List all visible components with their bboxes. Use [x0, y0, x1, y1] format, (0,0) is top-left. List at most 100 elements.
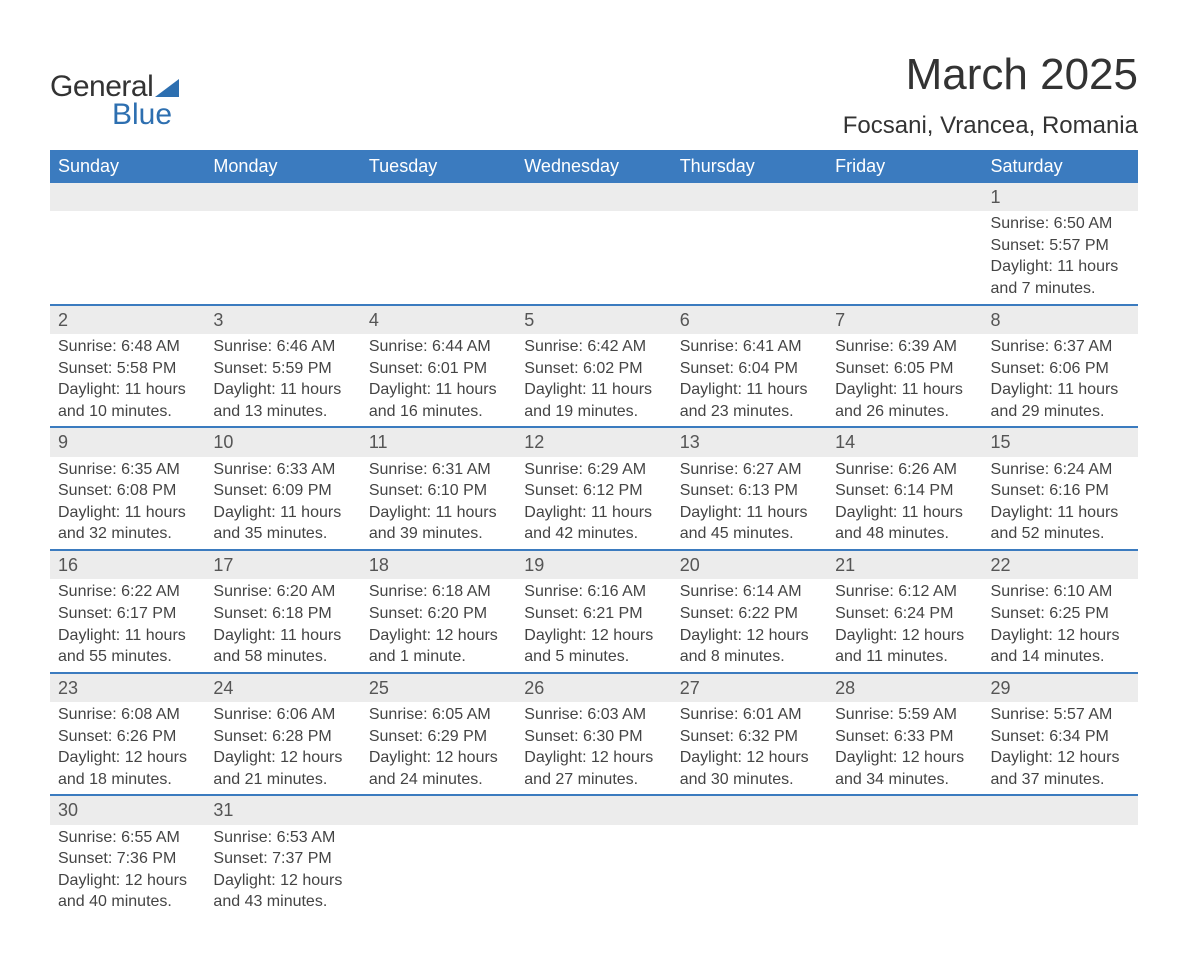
sunset-text: Sunset: 6:14 PM [835, 480, 974, 502]
sunset-text: Sunset: 6:30 PM [524, 726, 663, 748]
day-details-cell [672, 211, 827, 304]
day-details-cell: Sunrise: 6:05 AMSunset: 6:29 PMDaylight:… [361, 702, 516, 795]
day-details-cell [361, 825, 516, 917]
sunrise-text: Sunrise: 6:44 AM [369, 336, 508, 358]
day-details-cell [50, 211, 205, 304]
daylight-text-line1: Daylight: 11 hours [58, 625, 197, 647]
sunset-text: Sunset: 6:12 PM [524, 480, 663, 502]
day-number-cell: 20 [672, 550, 827, 579]
sunrise-text: Sunrise: 6:22 AM [58, 581, 197, 603]
daylight-text-line2: and 1 minute. [369, 646, 508, 668]
day-number-cell: 29 [983, 673, 1138, 702]
day-details-cell: Sunrise: 6:12 AMSunset: 6:24 PMDaylight:… [827, 579, 982, 672]
daylight-text-line1: Daylight: 12 hours [991, 625, 1130, 647]
day-details-cell: Sunrise: 6:55 AMSunset: 7:36 PMDaylight:… [50, 825, 205, 917]
sunset-text: Sunset: 6:20 PM [369, 603, 508, 625]
daylight-text-line1: Daylight: 11 hours [524, 502, 663, 524]
day-details-cell: Sunrise: 6:39 AMSunset: 6:05 PMDaylight:… [827, 334, 982, 427]
sunrise-text: Sunrise: 6:31 AM [369, 459, 508, 481]
sunrise-text: Sunrise: 6:10 AM [991, 581, 1130, 603]
day-number-cell: 4 [361, 305, 516, 334]
day-details-cell [983, 825, 1138, 917]
sunrise-text: Sunrise: 6:39 AM [835, 336, 974, 358]
calendar-table: Sunday Monday Tuesday Wednesday Thursday… [50, 150, 1138, 917]
sunrise-text: Sunrise: 6:18 AM [369, 581, 508, 603]
day-details-cell: Sunrise: 6:03 AMSunset: 6:30 PMDaylight:… [516, 702, 671, 795]
daylight-text-line2: and 37 minutes. [991, 769, 1130, 791]
daylight-text-line1: Daylight: 11 hours [835, 502, 974, 524]
day-number-cell: 15 [983, 427, 1138, 456]
day-number-cell: 27 [672, 673, 827, 702]
day-details-cell: Sunrise: 6:06 AMSunset: 6:28 PMDaylight:… [205, 702, 360, 795]
day-number-cell: 9 [50, 427, 205, 456]
day-number-cell [672, 183, 827, 211]
day-number-cell [361, 183, 516, 211]
day-number-cell: 10 [205, 427, 360, 456]
sunrise-text: Sunrise: 6:35 AM [58, 459, 197, 481]
brand-word-blue: Blue [112, 98, 172, 132]
sunset-text: Sunset: 6:24 PM [835, 603, 974, 625]
daylight-text-line1: Daylight: 12 hours [524, 747, 663, 769]
sunrise-text: Sunrise: 6:03 AM [524, 704, 663, 726]
day-details-row: Sunrise: 6:50 AMSunset: 5:57 PMDaylight:… [50, 211, 1138, 304]
day-details-cell: Sunrise: 6:41 AMSunset: 6:04 PMDaylight:… [672, 334, 827, 427]
day-details-cell: Sunrise: 6:14 AMSunset: 6:22 PMDaylight:… [672, 579, 827, 672]
daylight-text-line2: and 32 minutes. [58, 523, 197, 545]
sunrise-text: Sunrise: 6:41 AM [680, 336, 819, 358]
weekday-header: Tuesday [361, 150, 516, 183]
day-details-cell: Sunrise: 6:37 AMSunset: 6:06 PMDaylight:… [983, 334, 1138, 427]
day-number-cell [672, 795, 827, 824]
sunrise-text: Sunrise: 6:12 AM [835, 581, 974, 603]
day-number-cell: 11 [361, 427, 516, 456]
sunrise-text: Sunrise: 6:55 AM [58, 827, 197, 849]
weekday-header: Saturday [983, 150, 1138, 183]
sunrise-text: Sunrise: 6:16 AM [524, 581, 663, 603]
sunrise-text: Sunrise: 5:59 AM [835, 704, 974, 726]
sunset-text: Sunset: 6:22 PM [680, 603, 819, 625]
daylight-text-line1: Daylight: 11 hours [991, 502, 1130, 524]
daylight-text-line2: and 58 minutes. [213, 646, 352, 668]
day-number-cell [827, 183, 982, 211]
daylight-text-line1: Daylight: 12 hours [524, 625, 663, 647]
daylight-text-line1: Daylight: 12 hours [835, 625, 974, 647]
daylight-text-line1: Daylight: 11 hours [58, 502, 197, 524]
day-details-cell [205, 211, 360, 304]
sunrise-text: Sunrise: 6:14 AM [680, 581, 819, 603]
day-details-cell [672, 825, 827, 917]
sunset-text: Sunset: 7:37 PM [213, 848, 352, 870]
day-number-cell: 6 [672, 305, 827, 334]
daylight-text-line1: Daylight: 11 hours [991, 256, 1130, 278]
sunrise-text: Sunrise: 6:50 AM [991, 213, 1130, 235]
sunrise-text: Sunrise: 6:33 AM [213, 459, 352, 481]
day-number-cell: 25 [361, 673, 516, 702]
day-details-cell [516, 211, 671, 304]
day-number-cell: 22 [983, 550, 1138, 579]
daylight-text-line2: and 35 minutes. [213, 523, 352, 545]
sunset-text: Sunset: 6:13 PM [680, 480, 819, 502]
daylight-text-line2: and 30 minutes. [680, 769, 819, 791]
day-details-cell: Sunrise: 6:50 AMSunset: 5:57 PMDaylight:… [983, 211, 1138, 304]
day-details-cell: Sunrise: 6:53 AMSunset: 7:37 PMDaylight:… [205, 825, 360, 917]
day-details-cell: Sunrise: 6:08 AMSunset: 6:26 PMDaylight:… [50, 702, 205, 795]
day-details-row: Sunrise: 6:08 AMSunset: 6:26 PMDaylight:… [50, 702, 1138, 795]
day-number-cell [516, 795, 671, 824]
daylight-text-line2: and 42 minutes. [524, 523, 663, 545]
day-number-row: 23242526272829 [50, 673, 1138, 702]
sunrise-text: Sunrise: 6:27 AM [680, 459, 819, 481]
day-number-row: 3031 [50, 795, 1138, 824]
day-number-cell: 24 [205, 673, 360, 702]
day-details-row: Sunrise: 6:55 AMSunset: 7:36 PMDaylight:… [50, 825, 1138, 917]
sunrise-text: Sunrise: 6:26 AM [835, 459, 974, 481]
daylight-text-line2: and 13 minutes. [213, 401, 352, 423]
weekday-header: Monday [205, 150, 360, 183]
daylight-text-line1: Daylight: 12 hours [369, 625, 508, 647]
sunset-text: Sunset: 6:25 PM [991, 603, 1130, 625]
daylight-text-line2: and 40 minutes. [58, 891, 197, 913]
day-details-cell: Sunrise: 6:10 AMSunset: 6:25 PMDaylight:… [983, 579, 1138, 672]
daylight-text-line2: and 19 minutes. [524, 401, 663, 423]
day-number-cell [361, 795, 516, 824]
daylight-text-line2: and 18 minutes. [58, 769, 197, 791]
day-number-cell: 16 [50, 550, 205, 579]
sunset-text: Sunset: 6:34 PM [991, 726, 1130, 748]
sunset-text: Sunset: 6:18 PM [213, 603, 352, 625]
